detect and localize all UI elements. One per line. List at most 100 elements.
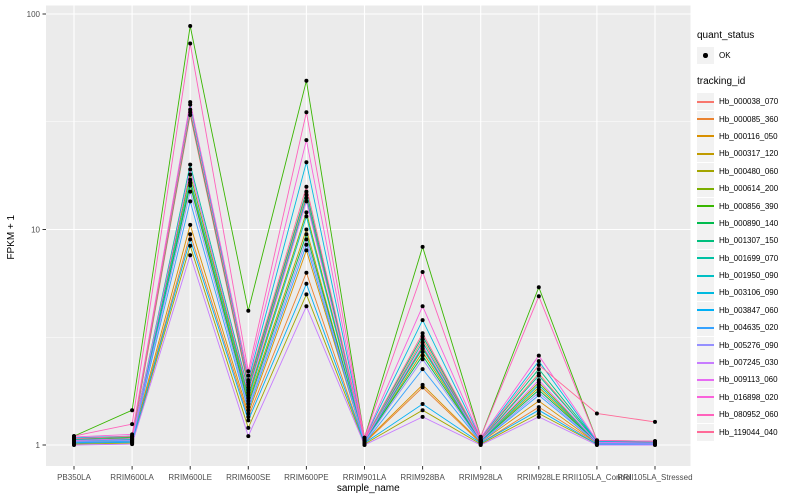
data-point xyxy=(188,107,193,112)
data-point xyxy=(246,369,251,374)
legend-item-label: Hb_000614_200 xyxy=(719,184,779,194)
data-point xyxy=(246,308,251,313)
data-point xyxy=(536,408,541,413)
data-point xyxy=(304,138,309,143)
legend-item-Hb_119044_040: Hb_119044_040 xyxy=(697,423,778,441)
data-point xyxy=(188,162,193,167)
x-tick-label: RRIM600LE xyxy=(168,473,212,482)
line-key-icon xyxy=(697,127,714,145)
y-axis-title: FPKM + 1 xyxy=(6,214,17,259)
x-tick-label: RRIM928LA xyxy=(459,473,503,482)
legend-item-label: Hb_001950_090 xyxy=(719,271,779,281)
data-point xyxy=(304,192,309,197)
data-point xyxy=(188,177,193,182)
data-point xyxy=(246,396,251,401)
data-point xyxy=(536,359,541,364)
data-point xyxy=(594,411,599,416)
legend-color-line xyxy=(697,187,714,190)
legend-item-label: Hb_003106_090 xyxy=(719,288,779,298)
legend-color-line xyxy=(697,170,714,173)
data-point xyxy=(536,382,541,387)
legend-item-Hb_000480_060: Hb_000480_060 xyxy=(697,162,779,180)
line-key-icon xyxy=(697,180,714,198)
legend-item-label: Hb_007245_030 xyxy=(719,358,779,368)
data-point xyxy=(536,373,541,378)
data-point xyxy=(188,100,193,105)
data-point xyxy=(362,437,367,442)
line-key-icon xyxy=(697,354,714,372)
line-key-icon xyxy=(697,267,714,285)
data-point xyxy=(420,382,425,387)
legend-item-label: Hb_000116_050 xyxy=(719,131,778,141)
data-point xyxy=(304,292,309,297)
legend-item-label: Hb_000085_360 xyxy=(719,114,779,124)
legend-color-line xyxy=(697,344,714,347)
y-tick-label: 1 xyxy=(36,441,41,450)
data-point xyxy=(304,237,309,242)
y-tick-label: 100 xyxy=(27,10,41,19)
data-point xyxy=(246,434,251,439)
data-point xyxy=(304,304,309,309)
x-tick-label: RRIM901LA xyxy=(343,473,387,482)
line-key-icon xyxy=(697,388,714,406)
legend-color-line xyxy=(697,274,714,277)
data-point xyxy=(420,337,425,342)
data-point xyxy=(304,196,309,200)
legend-item-Hb_000890_140: Hb_000890_140 xyxy=(697,214,778,232)
legend-item-label: Hb_001307_150 xyxy=(719,236,779,246)
line-key-icon xyxy=(697,336,714,354)
data-point xyxy=(304,160,309,165)
data-point xyxy=(420,408,425,413)
legend-item-Hb_000038_070: Hb_000038_070 xyxy=(697,93,778,111)
x-tick-label: RRIM928BA xyxy=(400,473,445,482)
data-point xyxy=(188,232,193,237)
black-dot-icon xyxy=(703,53,708,58)
data-point xyxy=(420,270,425,274)
legend-color-line xyxy=(697,239,714,242)
data-point xyxy=(304,78,309,83)
data-point xyxy=(536,378,541,383)
legend-item-label: Hb_009113_060 xyxy=(719,375,778,385)
data-point xyxy=(362,443,367,447)
legend-item-label: Hb_000317_120 xyxy=(719,149,779,159)
legend-color-line xyxy=(697,326,714,329)
legend-item-label: Hb_000856_390 xyxy=(719,201,779,211)
data-point xyxy=(478,443,483,447)
line-key-icon xyxy=(697,249,714,267)
legend-item-label: Hb_005276_090 xyxy=(719,340,779,350)
data-point xyxy=(420,334,425,339)
legend-item-Hb_005276_090: Hb_005276_090 xyxy=(697,336,779,354)
line-key-icon xyxy=(697,406,714,424)
data-point xyxy=(304,184,309,189)
data-point xyxy=(130,434,135,439)
data-point xyxy=(246,402,251,406)
data-point xyxy=(188,237,193,242)
data-point xyxy=(536,285,541,290)
x-tick-label: RRII105LA_Control xyxy=(562,473,632,482)
line-key-icon xyxy=(697,197,714,215)
data-point xyxy=(536,294,541,299)
line-key-icon xyxy=(697,301,714,319)
data-point xyxy=(478,437,483,442)
data-point xyxy=(188,167,193,172)
legend-color-line xyxy=(697,222,714,225)
data-point xyxy=(188,24,193,28)
data-point xyxy=(188,199,193,204)
legend-title-quant-status: quant_status xyxy=(697,30,755,41)
legend-item-Hb_080952_060: Hb_080952_060 xyxy=(697,406,778,424)
data-point xyxy=(536,399,541,403)
data-point xyxy=(420,367,425,372)
line-key-icon xyxy=(697,145,714,163)
legend-item-Hb_001950_090: Hb_001950_090 xyxy=(697,267,779,285)
data-point xyxy=(246,411,251,416)
data-point xyxy=(420,402,425,406)
point-key-icon xyxy=(697,47,714,65)
legend-color-line xyxy=(697,100,714,103)
legend-item-label: Hb_000480_060 xyxy=(719,166,779,176)
legend-tracking-rows: Hb_000038_070 Hb_000085_360 Hb_000116_050 H… xyxy=(697,93,778,441)
legend-color-line xyxy=(697,361,714,364)
legend-item-Hb_001699_070: Hb_001699_070 xyxy=(697,249,778,267)
legend-item-Hb_000116_050: Hb_000116_050 xyxy=(697,127,778,145)
x-tick-label: RRIM600SE xyxy=(226,473,270,482)
data-point xyxy=(246,425,251,430)
